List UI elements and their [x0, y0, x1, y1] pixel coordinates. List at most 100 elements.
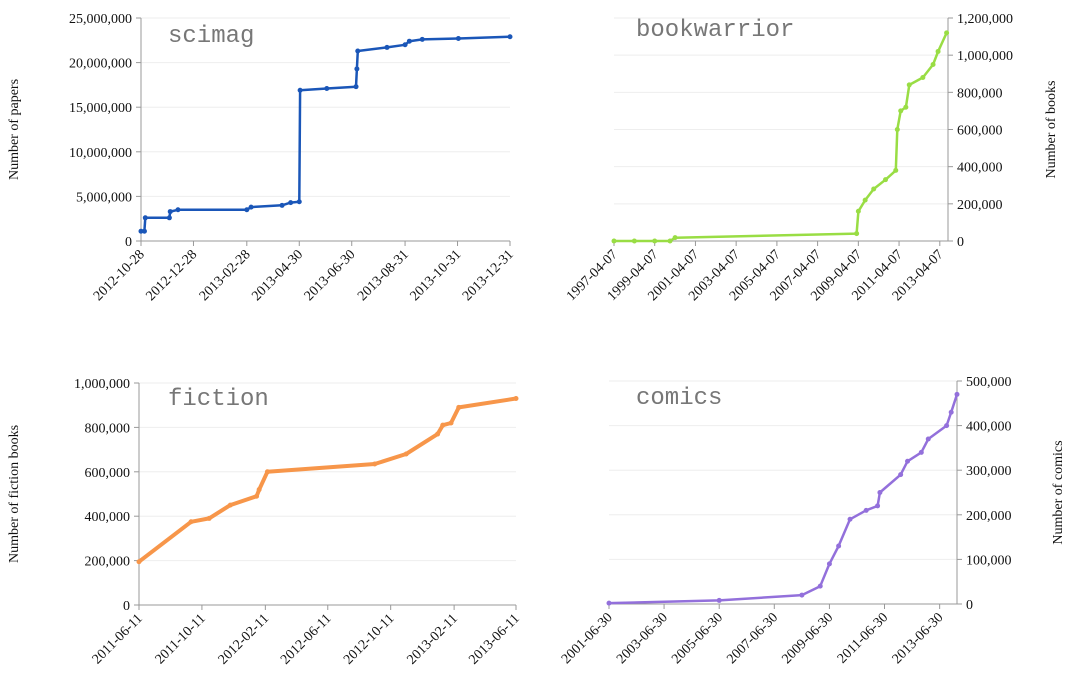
data-point	[875, 503, 881, 509]
data-point	[836, 543, 842, 549]
data-point	[935, 48, 941, 54]
x-tick-label: 2012-02-11	[216, 611, 272, 667]
x-tick-label: 2013-02-11	[405, 611, 461, 667]
x-tick-label: 2012-12-28	[143, 247, 200, 304]
data-point	[507, 34, 513, 40]
x-tick-label: 2013-08-31	[355, 247, 412, 304]
data-line	[614, 32, 948, 243]
data-point	[354, 66, 360, 72]
data-point	[905, 458, 911, 464]
y-tick-label: 25,000,000	[69, 12, 132, 27]
y-tick-label: 600,000	[957, 124, 1003, 139]
data-point	[227, 502, 233, 508]
data-point	[898, 472, 904, 478]
x-tick-label: 2001-06-30	[559, 610, 616, 667]
y-tick-label: 800,000	[85, 421, 131, 436]
x-tick-label: 2005-06-30	[669, 610, 726, 667]
y-axis-label: Number of papers	[7, 79, 22, 180]
data-point	[384, 44, 390, 50]
data-point	[903, 104, 909, 110]
data-point	[175, 207, 181, 213]
y-tick-label: 10,000,000	[69, 146, 132, 161]
x-tick-label: 2011-06-11	[90, 611, 146, 667]
y-tick-label: 5,000,000	[76, 190, 132, 205]
y-tick-label: 400,000	[957, 161, 1003, 176]
data-point	[948, 409, 954, 415]
y-tick-label: 0	[966, 598, 973, 613]
data-point	[353, 84, 359, 90]
x-tick-label: 2012-10-11	[341, 611, 397, 667]
data-point	[264, 469, 270, 475]
data-point	[448, 420, 454, 426]
data-point	[611, 238, 617, 244]
data-point	[855, 208, 861, 214]
y-tick-label: 800,000	[957, 86, 1003, 101]
data-point	[817, 583, 823, 589]
y-tick-label: 300,000	[966, 464, 1012, 479]
data-point	[954, 391, 960, 397]
data-point	[248, 204, 254, 210]
x-tick-label: 2013-02-28	[197, 247, 254, 304]
y-tick-label: 200,000	[957, 198, 1003, 213]
data-point	[863, 507, 869, 513]
data-point	[188, 519, 194, 525]
data-point	[893, 167, 899, 173]
data-point	[883, 177, 889, 183]
x-tick-label: 2013-12-31	[460, 247, 517, 304]
data-point	[372, 461, 378, 467]
x-tick-label: 2012-10-28	[91, 247, 148, 304]
data-line	[137, 396, 517, 564]
y-tick-label: 1,200,000	[957, 12, 1013, 27]
data-point	[930, 61, 936, 67]
y-tick-label: 0	[125, 235, 132, 250]
data-point	[296, 199, 302, 205]
y-tick-label: 200,000	[966, 509, 1012, 524]
data-point	[355, 48, 361, 54]
data-point	[279, 202, 285, 208]
y-tick-label: 0	[957, 235, 964, 250]
data-point	[854, 231, 860, 237]
data-point	[871, 186, 877, 192]
data-point	[862, 197, 868, 203]
y-tick-label: 0	[123, 599, 130, 614]
data-point	[906, 82, 912, 88]
x-tick-label: 2011-06-30	[835, 610, 891, 666]
y-tick-label: 600,000	[85, 466, 131, 481]
data-point	[455, 36, 461, 42]
data-point	[920, 74, 926, 80]
data-point	[456, 404, 462, 410]
data-point	[435, 431, 441, 437]
x-tick-label: 2007-06-30	[724, 610, 781, 667]
data-point	[167, 209, 173, 215]
data-point	[606, 600, 612, 606]
chart-title: fiction	[168, 386, 269, 413]
data-point	[254, 493, 260, 499]
data-point	[944, 423, 950, 429]
data-point	[667, 238, 673, 244]
data-point	[406, 38, 412, 44]
y-tick-label: 1,000,000	[957, 49, 1013, 64]
y-axis-label: Number of comics	[1051, 440, 1066, 544]
data-point	[716, 597, 722, 603]
data-point	[206, 515, 212, 521]
y-tick-label: 20,000,000	[69, 57, 132, 72]
x-tick-label: 2013-06-30	[302, 247, 359, 304]
data-point	[799, 592, 805, 598]
x-tick-label: 2009-06-30	[779, 610, 836, 667]
data-point	[652, 238, 658, 244]
y-tick-label: 100,000	[966, 553, 1012, 568]
y-tick-label: 1,000,000	[74, 377, 130, 392]
data-point	[138, 228, 144, 234]
x-tick-label: 2013-06-30	[890, 610, 947, 667]
y-tick-label: 15,000,000	[69, 101, 132, 116]
y-tick-label: 400,000	[85, 510, 131, 525]
data-point	[894, 127, 900, 132]
data-point	[513, 396, 519, 402]
y-tick-label: 200,000	[85, 555, 131, 570]
data-point	[244, 207, 250, 213]
data-point	[256, 487, 262, 493]
data-point	[877, 490, 883, 495]
y-tick-label: 400,000	[966, 420, 1012, 435]
